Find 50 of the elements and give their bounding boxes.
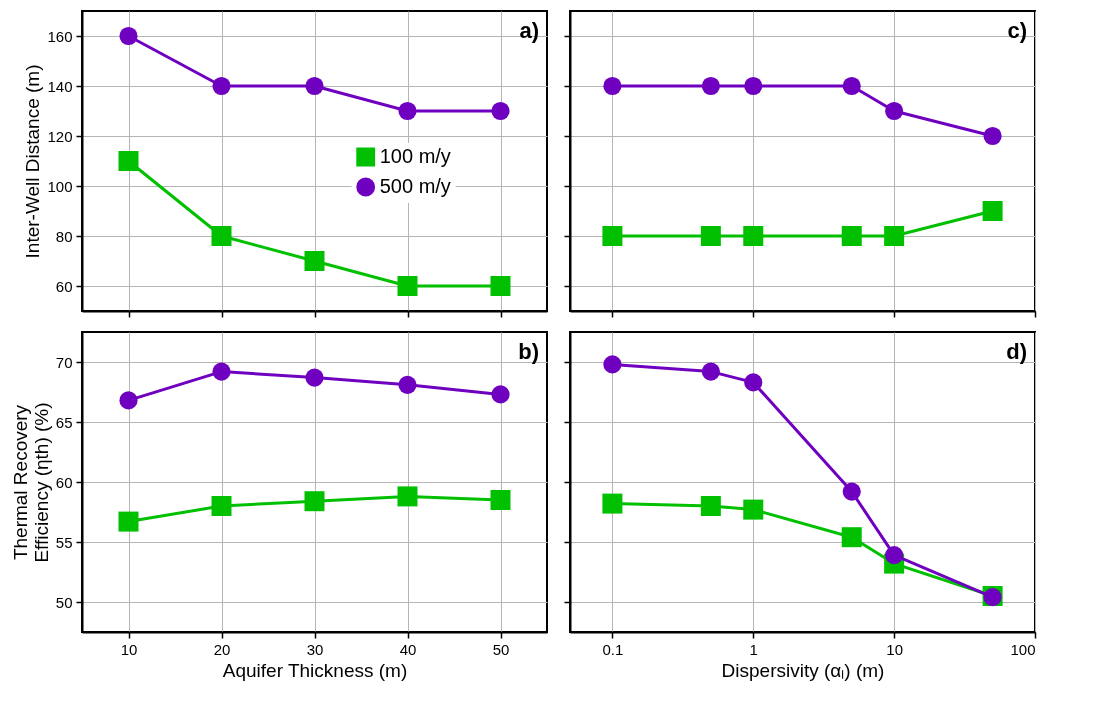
y-tick-label: 70 (55, 353, 73, 371)
x-tick-label: 40 (399, 640, 417, 658)
x-tick-label: 50 (492, 640, 510, 658)
y-axis-title: Inter-Well Distance (m) (22, 64, 44, 259)
point (304, 491, 325, 512)
point (118, 151, 139, 171)
y-tick-label: 100 (47, 177, 73, 195)
annotation: d) (1006, 339, 1027, 364)
x-tick-label: 100 (1010, 640, 1036, 658)
point (491, 101, 510, 121)
point (119, 391, 138, 410)
x-axis-title: Dispersivity (αₗ) (m) (721, 659, 885, 681)
y-tick-label: 60 (55, 473, 73, 491)
point (118, 511, 139, 532)
x-tick-label: 30 (306, 640, 324, 658)
legend-label: 500 m/y (379, 175, 451, 197)
y-tick-label: 80 (55, 227, 73, 245)
x-tick-label: 20 (213, 640, 231, 658)
point (398, 101, 417, 121)
legend-label: 100 m/y (379, 145, 451, 167)
point (211, 496, 232, 516)
annotation: a) (519, 18, 539, 43)
point (491, 385, 510, 404)
point (211, 226, 232, 246)
x-tick-label: 0.1 (602, 640, 624, 658)
point (119, 26, 138, 46)
point (212, 362, 231, 381)
x-axis-title: Aquifer Thickness (m) (222, 659, 408, 681)
point (304, 251, 325, 271)
annotation: b) (518, 339, 539, 364)
y-tick-label: 55 (55, 533, 73, 551)
y-tick-label: 50 (55, 593, 73, 611)
point (398, 375, 417, 394)
y-tick-label: 160 (47, 27, 73, 45)
point (490, 490, 511, 510)
y-tick-label: 65 (55, 413, 73, 431)
point (305, 76, 324, 96)
point (490, 276, 511, 296)
point (212, 76, 231, 96)
y-axis-title: Thermal Recovery Efficiency (ηth) (%) (9, 402, 52, 563)
y-tick-label: 60 (55, 277, 73, 295)
point (397, 486, 418, 507)
x-tick-label: 10 (886, 640, 903, 658)
point (397, 276, 418, 296)
x-tick-label: 10 (120, 640, 138, 658)
x-tick-label: 1 (749, 640, 758, 658)
y-tick-label: 120 (47, 127, 73, 145)
point (305, 368, 324, 387)
annotation: c) (1007, 18, 1027, 43)
y-tick-label: 140 (47, 77, 73, 95)
